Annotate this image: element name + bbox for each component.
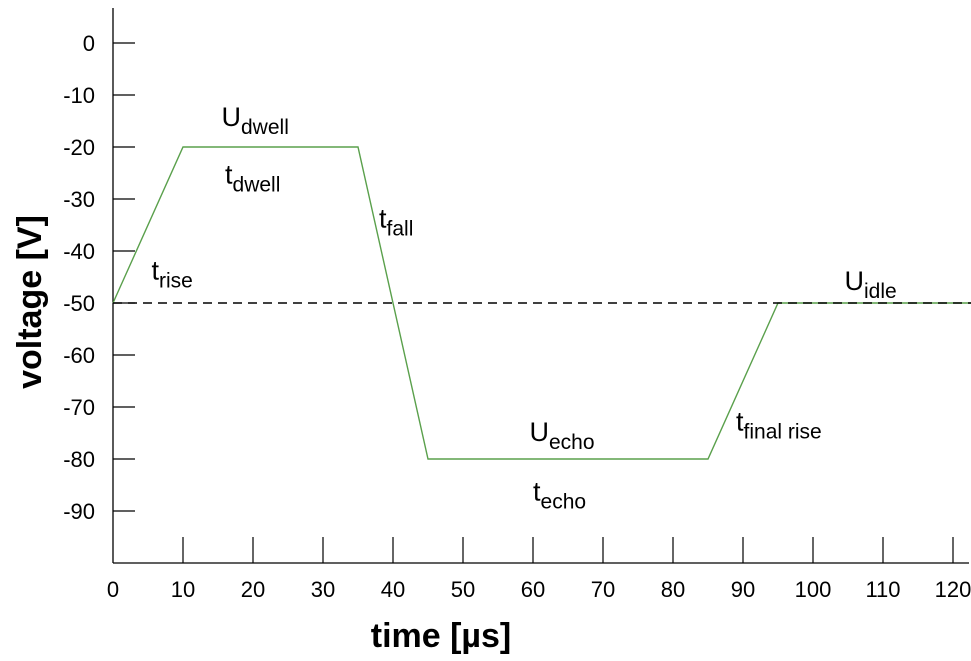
y-tick-label: -30 (63, 187, 95, 212)
y-tick-label: 0 (83, 31, 95, 56)
annotation-t-rise: trise (152, 256, 193, 293)
x-tick-label: 40 (381, 577, 405, 602)
axes (112, 8, 969, 564)
x-tick-label: 60 (521, 577, 545, 602)
y-tick-label: -50 (63, 291, 95, 316)
y-tick-label: -80 (63, 447, 95, 472)
annotation-u-idle: Uidle (845, 266, 897, 303)
annotation-t-final-rise: tfinal rise (736, 406, 822, 443)
annotation-u-echo: Uecho (530, 417, 595, 454)
y-tick-label: -10 (63, 83, 95, 108)
y-tick-label: -20 (63, 135, 95, 160)
x-tick-label: 70 (591, 577, 615, 602)
ticks: 0 -10 -20 -30 -40 -50 -60 -70 -80 -90 0 10 20 30 40 50 6… (63, 31, 971, 602)
x-tick-label: 80 (661, 577, 685, 602)
y-tick-label: -90 (63, 499, 95, 524)
series (112, 146, 971, 460)
x-tick-label: 30 (311, 577, 335, 602)
x-tick-label: 120 (935, 577, 971, 602)
annotation-u-dwell: Udwell (222, 102, 289, 139)
y-tick-label: -40 (63, 239, 95, 264)
x-tick-label: 0 (107, 577, 119, 602)
annotations: trise Udwell tdwell tfall Uecho techo tfinal r… (152, 102, 897, 513)
y-tick-label: -70 (63, 395, 95, 420)
x-axis-title: time [µs] (371, 617, 512, 655)
y-axis-title: voltage [V] (11, 215, 49, 389)
x-tick-label: 100 (795, 577, 832, 602)
y-tick-label: -60 (63, 343, 95, 368)
annotation-t-dwell: tdwell (225, 159, 280, 196)
x-tick-label: 90 (731, 577, 755, 602)
x-tick-label: 10 (171, 577, 195, 602)
x-tick-label: 20 (241, 577, 265, 602)
x-tick-label: 50 (451, 577, 475, 602)
annotation-t-fall: tfall (379, 204, 413, 241)
x-tick-label: 110 (865, 577, 900, 602)
annotation-t-echo: techo (533, 477, 586, 514)
